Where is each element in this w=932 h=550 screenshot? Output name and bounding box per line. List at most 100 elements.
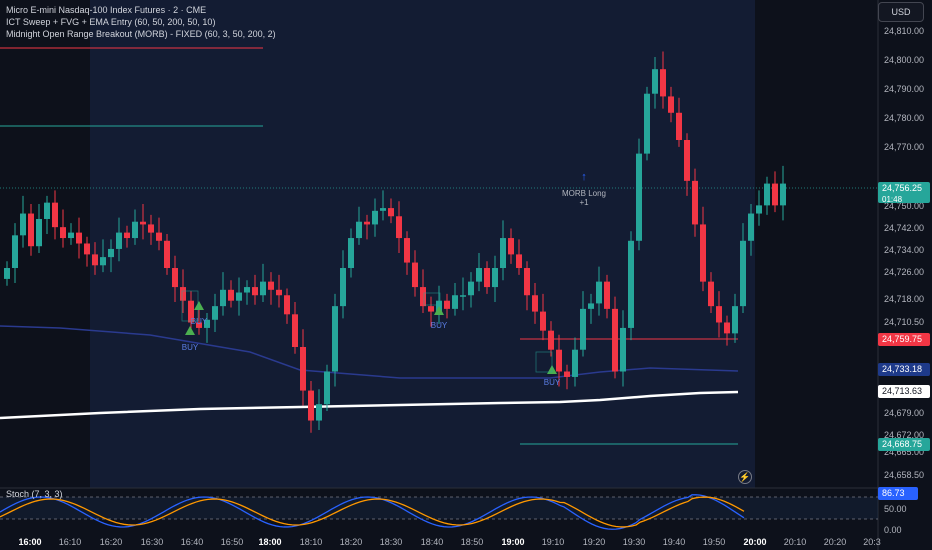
candle-body — [724, 322, 730, 334]
stoch-d-line — [0, 496, 745, 528]
price-axis-label: 24,750.00 — [884, 201, 924, 211]
candle-body — [68, 232, 74, 239]
candle-body — [388, 208, 394, 217]
price-axis-label: 24,734.00 — [884, 245, 924, 255]
candle-body — [44, 202, 50, 219]
candle-body — [780, 183, 786, 206]
candle-body — [508, 238, 514, 255]
buy-label: BUY — [544, 378, 561, 387]
candle-body — [252, 287, 258, 296]
stoch-axis-label: 0.00 — [884, 525, 902, 535]
price-axis-label: 24,679.00 — [884, 408, 924, 418]
candle-body — [196, 322, 202, 328]
fvg-box — [423, 292, 441, 306]
candle-body — [748, 213, 754, 241]
candle-body — [644, 93, 650, 154]
green-level-tag: 24,668.75 — [878, 438, 930, 451]
candle-body — [756, 205, 762, 214]
morb-plus-label: +1 — [579, 198, 589, 207]
candle-body — [356, 221, 362, 239]
candle-body — [412, 262, 418, 288]
time-axis-label: 16:40 — [181, 537, 204, 547]
symbol-title[interactable]: Micro E-mini Nasdaq-100 Index Futures · … — [6, 5, 207, 15]
candle-body — [676, 112, 682, 141]
candle-body — [612, 308, 618, 372]
candle-body — [244, 287, 250, 293]
price-axis-label: 24,780.00 — [884, 113, 924, 123]
candle-body — [52, 202, 58, 228]
candle-body — [212, 306, 218, 320]
candle-body — [476, 268, 482, 282]
time-axis-label: 18:30 — [380, 537, 403, 547]
time-axis-label: 18:00 — [258, 537, 281, 547]
candle-body — [276, 289, 282, 296]
candle-body — [236, 292, 242, 301]
candle-body — [548, 330, 554, 350]
last-price: 24,756.25 — [882, 183, 923, 193]
candle-body — [692, 180, 698, 225]
time-axis-label: 19:10 — [542, 537, 565, 547]
red-level-tag: 24,759.75 — [878, 333, 930, 346]
price-axis-label: 24,770.00 — [884, 142, 924, 152]
fvg-box — [181, 290, 199, 322]
candle-body — [500, 238, 506, 269]
candle-body — [428, 306, 434, 312]
buy-arrow-icon — [194, 301, 204, 310]
candle-body — [116, 232, 122, 249]
price-axis-label: 24,672.00 — [884, 430, 924, 440]
candle-body — [636, 153, 642, 241]
candle-body — [580, 308, 586, 350]
candle-body — [596, 281, 602, 304]
candle-body — [484, 268, 490, 288]
time-axis-label: 16:10 — [59, 537, 82, 547]
candle-body — [468, 281, 474, 296]
candle-body — [364, 221, 370, 225]
candle-body — [772, 183, 778, 206]
candle-body — [172, 268, 178, 288]
time-axis-label: 18:20 — [340, 537, 363, 547]
time-axis-label: 19:50 — [703, 537, 726, 547]
candle-body — [324, 371, 330, 405]
indicator-morb[interactable]: Midnight Open Range Breakout (MORB) - FI… — [6, 29, 276, 39]
candle-body — [164, 240, 170, 269]
stoch-value-tag: 86.73 — [878, 487, 918, 500]
candle-body — [348, 238, 354, 269]
candle-body — [652, 69, 658, 94]
candle-body — [572, 349, 578, 377]
candle-body — [76, 232, 82, 244]
time-axis-label: 16:20 — [100, 537, 123, 547]
buy-label: BUY — [431, 321, 448, 330]
candle-body — [404, 238, 410, 263]
candle-body — [124, 232, 130, 239]
candle-body — [732, 306, 738, 334]
candle-body — [140, 221, 146, 225]
candle-body — [84, 243, 90, 255]
indicator-ict[interactable]: ICT Sweep + FVG + EMA Entry (60, 50, 200… — [6, 17, 216, 27]
candle-body — [268, 281, 274, 290]
time-axis-label: 16:30 — [141, 537, 164, 547]
chart-legend: Micro E-mini Nasdaq-100 Index Futures · … — [6, 4, 276, 40]
candle-body — [60, 227, 66, 239]
price-axis-label: 24,658.50 — [884, 470, 924, 480]
candle-body — [36, 218, 42, 247]
candle-body — [292, 314, 298, 347]
time-axis-label: 18:40 — [421, 537, 444, 547]
time-axis-label: 16:50 — [221, 537, 244, 547]
currency-button[interactable]: USD — [878, 2, 924, 22]
candle-body — [380, 208, 386, 211]
time-axis-label: 20:00 — [743, 537, 766, 547]
buy-label: BUY — [182, 343, 199, 352]
candle-body — [524, 268, 530, 296]
white-ema-tag: 24,713.63 — [878, 385, 930, 398]
candle-body — [396, 216, 402, 239]
candle-body — [156, 232, 162, 241]
morb-long-label: MORB Long — [562, 189, 606, 198]
candle-body — [492, 268, 498, 288]
morb-arrow-icon: ↑ — [581, 171, 587, 183]
candle-body — [716, 306, 722, 323]
candle-body — [260, 281, 266, 296]
stoch-legend[interactable]: Stoch (7, 3, 3) — [6, 489, 63, 499]
alert-icon[interactable]: ⚡ — [738, 470, 752, 484]
candle-body — [516, 254, 522, 269]
